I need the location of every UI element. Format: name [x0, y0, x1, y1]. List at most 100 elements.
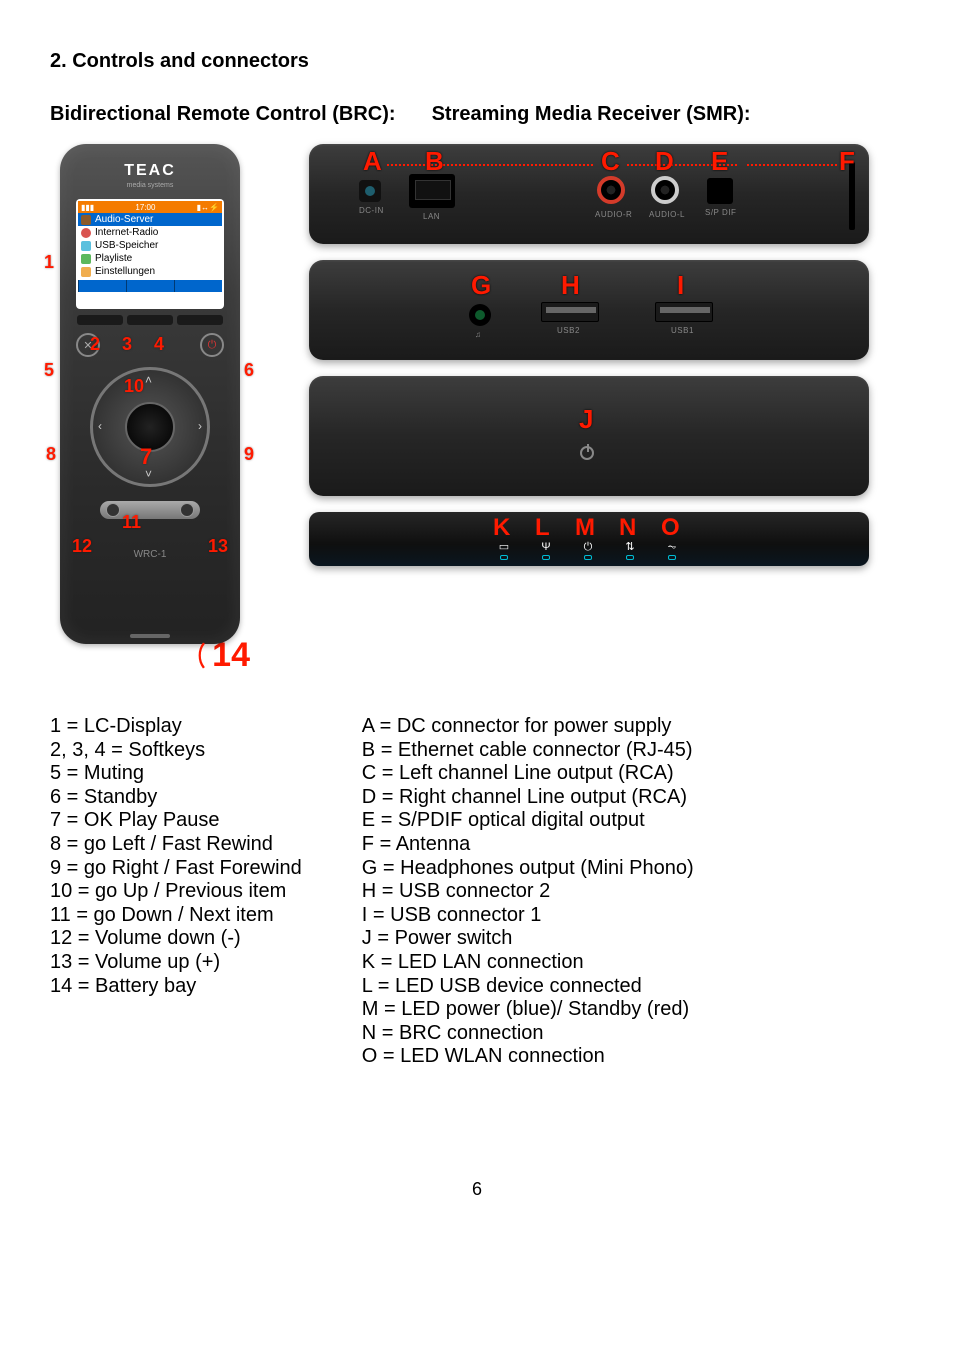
legend-item: A = DC connector for power supply [362, 715, 904, 739]
section-heading: 2. Controls and connectors [50, 50, 904, 73]
legend-item: 12 = Volume down (-) [50, 927, 302, 951]
legend-item: 14 = Battery bay [50, 975, 302, 999]
legend-item: J = Power switch [362, 927, 904, 951]
letter-M: M [575, 514, 595, 542]
lcd-menu-label: Playliste [95, 253, 132, 264]
legend-item: 9 = go Right / Fast Forewind [50, 857, 302, 881]
callout-12: 12 [72, 536, 92, 557]
callout-11: 11 [122, 512, 141, 533]
server-icon [81, 215, 91, 225]
lcd-status-right: ▮↔⚡ [197, 203, 219, 212]
legend-item: F = Antenna [362, 833, 904, 857]
legend-item: M = LED power (blue)/ Standby (red) [362, 998, 904, 1022]
remote-control: TEAC media systems ▮▮▮ 17:00 ▮↔⚡ Audio-S… [60, 144, 240, 644]
usb2-label: USB2 [557, 326, 580, 335]
audio-r-port [597, 176, 625, 204]
letter-O: O [661, 514, 680, 542]
device-column: DC-IN LAN AUDIO-R AUDIO-L S/P DIF A B C … [274, 144, 904, 566]
figures-row: TEAC media systems ▮▮▮ 17:00 ▮↔⚡ Audio-S… [50, 144, 904, 675]
headphone-port [469, 304, 491, 326]
dotted-line [747, 164, 837, 166]
dc-label: DC-IN [359, 206, 384, 215]
lcd-menu-label: Internet-Radio [95, 227, 158, 238]
lcd-menu-label: Einstellungen [95, 266, 155, 277]
usb2-port [541, 302, 599, 322]
device-top-panel: J [309, 376, 869, 496]
power-switch[interactable] [569, 436, 605, 472]
led-brc-icon: ⇅ [623, 542, 637, 560]
dotted-line [387, 164, 593, 166]
audio-l-label: AUDIO-L [649, 210, 685, 219]
lcd-menu-item: Internet-Radio [78, 226, 222, 239]
device-back-panel: DC-IN LAN AUDIO-R AUDIO-L S/P DIF A B C … [309, 144, 869, 244]
callout-1: 1 [44, 252, 54, 273]
left-button[interactable]: ‹ [98, 419, 102, 433]
audio-l-port [651, 176, 679, 204]
callout-13: 13 [208, 536, 228, 557]
subtitle-row: Bidirectional Remote Control (BRC): Stre… [50, 103, 904, 126]
callout-10: 10 [124, 376, 144, 397]
power-icon [580, 446, 594, 460]
softkey-3[interactable] [127, 315, 173, 325]
callout-9: 9 [244, 444, 254, 465]
callout-4: 4 [154, 334, 164, 355]
callout-2: 2 [90, 334, 100, 355]
hp-label: ♫ [475, 330, 482, 339]
led-wlan-icon: ⏦ [665, 542, 679, 560]
usb-icon [81, 241, 91, 251]
legend-item: O = LED WLAN connection [362, 1045, 904, 1069]
callout-3: 3 [122, 334, 132, 355]
callout-6: 6 [244, 360, 254, 381]
model-label: WRC-1 [72, 549, 228, 560]
softkey-4[interactable] [177, 315, 223, 325]
legend-item: 13 = Volume up (+) [50, 951, 302, 975]
right-button[interactable]: › [198, 419, 202, 433]
letter-J: J [579, 404, 593, 435]
legend-item: I = USB connector 1 [362, 904, 904, 928]
lcd-menu-item: Einstellungen [78, 265, 222, 278]
letter-H: H [561, 270, 580, 301]
lc-display: ▮▮▮ 17:00 ▮↔⚡ Audio-Server Internet-Radi… [76, 199, 224, 309]
audio-r-label: AUDIO-R [595, 210, 632, 219]
legend-item: K = LED LAN connection [362, 951, 904, 975]
letter-A: A [363, 146, 382, 177]
usb1-label: USB1 [671, 326, 694, 335]
legend-item: H = USB connector 2 [362, 880, 904, 904]
up-button[interactable]: ˄ [145, 373, 152, 387]
legend-item: 2, 3, 4 = Softkeys [50, 739, 302, 763]
volume-down-button[interactable] [106, 503, 120, 517]
legend-item: 10 = go Up / Previous item [50, 880, 302, 904]
legend-item: B = Ethernet cable connector (RJ-45) [362, 739, 904, 763]
legend: 1 = LC-Display 2, 3, 4 = Softkeys 5 = Mu… [50, 715, 904, 1069]
lcd-time: 17:00 [135, 203, 155, 212]
legend-item: C = Left channel Line output (RCA) [362, 762, 904, 786]
legend-item: 6 = Standby [50, 786, 302, 810]
legend-item: E = S/PDIF optical digital output [362, 809, 904, 833]
legend-item: G = Headphones output (Mini Phono) [362, 857, 904, 881]
remote-column: TEAC media systems ▮▮▮ 17:00 ▮↔⚡ Audio-S… [50, 144, 250, 675]
dc-in-port [359, 180, 381, 202]
playlist-icon [81, 254, 91, 264]
volume-up-button[interactable] [180, 503, 194, 517]
letter-E: E [711, 146, 728, 177]
letter-F: F [839, 146, 855, 177]
volume-bar [100, 501, 200, 519]
lcd-status-left: ▮▮▮ [81, 203, 94, 212]
legend-item: 5 = Muting [50, 762, 302, 786]
lcd-menu-item: USB-Speicher [78, 239, 222, 252]
usb1-port [655, 302, 713, 322]
lan-port [409, 174, 455, 208]
letter-N: N [619, 514, 636, 542]
letter-B: B [425, 146, 444, 177]
legend-item: 1 = LC-Display [50, 715, 302, 739]
smr-heading: Streaming Media Receiver (SMR): [432, 103, 751, 126]
lcd-menu-item: Audio-Server [78, 213, 222, 226]
letter-C: C [601, 146, 620, 177]
led-lan-icon: ▭ [497, 542, 511, 560]
standby-button[interactable]: ⏻ [200, 333, 224, 357]
spdif-port [707, 178, 733, 204]
led-power-icon: ⏻ [581, 542, 595, 560]
led-usb-icon: Ψ [539, 542, 553, 560]
softkey-2[interactable] [77, 315, 123, 325]
device-front-panel: K L M N O ▭ Ψ ⏻ ⇅ ⏦ [309, 512, 869, 566]
